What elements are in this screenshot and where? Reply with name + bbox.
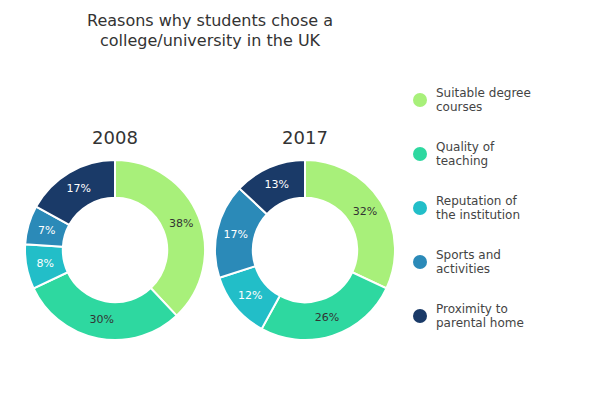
slice [115,160,205,316]
data-label: 17% [223,228,247,241]
legend-swatch [413,309,427,323]
data-label: 8% [36,257,53,270]
legend-label-line: teaching [436,154,488,168]
legend-label: Suitable degreecourses [436,86,531,114]
legend-label: Proximity toparental home [436,302,524,330]
legend-label-line: activities [436,262,490,276]
legend-label-line: Sports and [436,248,501,262]
data-label: 26% [315,311,339,324]
donut: 32% 26% 12% 17% 13% [215,160,395,340]
legend-swatch [413,255,427,269]
legend-label-line: courses [436,100,482,114]
data-label: 12% [238,289,262,302]
data-label: 30% [89,313,113,326]
legend-label: Reputation ofthe institution [436,194,520,222]
legend-label-line: Suitable degree [436,86,531,100]
legend-swatch [413,93,427,107]
slice [25,244,68,288]
title-line: college/university in the UK [100,31,321,50]
legend-label-line: parental home [436,316,524,330]
data-label: 13% [265,178,289,191]
chart: Reasons why students chose acollege/univ… [0,0,600,400]
legend-swatch [413,201,427,215]
title-line: Reasons why students chose a [87,11,333,30]
legend-label: Sports andactivities [436,248,501,276]
donut: 38% 30% 8% 7% 17% [25,160,205,340]
data-label: 32% [353,205,377,218]
data-label: 7% [38,224,55,237]
legend-label-line: Quality of [436,140,495,154]
slice [239,160,305,214]
legend-label-line: Reputation of [436,194,518,208]
slice [262,272,387,340]
legend-swatch [413,147,427,161]
legend: Suitable degreecourses Quality ofteaching… [413,86,531,330]
series-name: 2017 [282,127,328,148]
legend-label: Quality ofteaching [436,140,495,168]
data-label: 17% [67,182,91,195]
legend-label-line: Proximity to [436,302,508,316]
slice [36,160,115,225]
title: Reasons why students chose acollege/univ… [87,11,333,50]
series-name: 2008 [92,127,138,148]
slice [34,272,177,340]
data-label: 38% [169,217,193,230]
legend-label-line: the institution [436,208,520,222]
slice [305,160,395,288]
